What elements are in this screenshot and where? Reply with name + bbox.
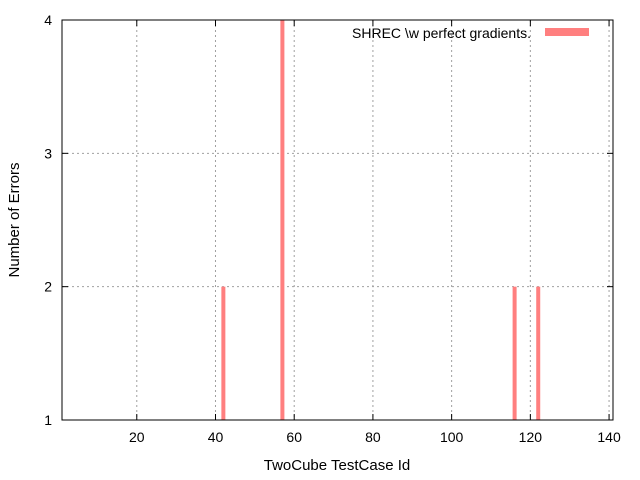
- x-axis-label: TwoCube TestCase Id: [264, 457, 410, 474]
- legend: SHREC \w perfect gradients.: [352, 25, 589, 41]
- x-tick-label: 120: [519, 429, 543, 445]
- plot-frame: [61, 19, 614, 421]
- bar: [536, 286, 541, 420]
- x-tick-label: 100: [440, 429, 464, 445]
- bars: [221, 20, 541, 420]
- bar: [280, 20, 285, 420]
- bar: [512, 286, 517, 420]
- y-tick-label: 4: [44, 12, 52, 28]
- legend-label: SHREC \w perfect gradients.: [352, 25, 531, 41]
- legend-swatch: [545, 28, 589, 36]
- grid: [62, 20, 613, 420]
- y-tick-label: 3: [44, 145, 52, 161]
- x-tick-label: 40: [208, 429, 224, 445]
- ticks: 20 40 60 80 100 120 140 1 2 3 4: [44, 12, 621, 445]
- bar: [221, 286, 226, 420]
- x-tick-label: 20: [129, 429, 145, 445]
- y-axis-label: Number of Errors: [6, 162, 23, 277]
- y-tick-label: 1: [44, 412, 52, 428]
- x-tick-label: 60: [286, 429, 302, 445]
- y-tick-label: 2: [44, 279, 52, 295]
- x-tick-label: 140: [597, 429, 621, 445]
- x-tick-label: 80: [365, 429, 381, 445]
